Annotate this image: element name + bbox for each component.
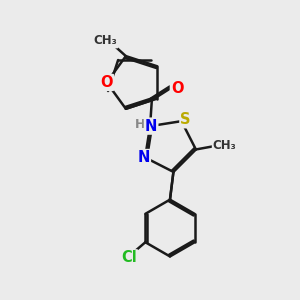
Text: H: H: [135, 118, 146, 131]
Text: CH₃: CH₃: [213, 140, 236, 152]
Text: Cl: Cl: [121, 250, 137, 265]
Text: N: N: [138, 150, 150, 165]
Text: O: O: [171, 80, 183, 95]
Text: O: O: [100, 75, 113, 90]
Text: N: N: [145, 118, 157, 134]
Text: S: S: [180, 112, 191, 127]
Text: CH₃: CH₃: [94, 34, 117, 47]
